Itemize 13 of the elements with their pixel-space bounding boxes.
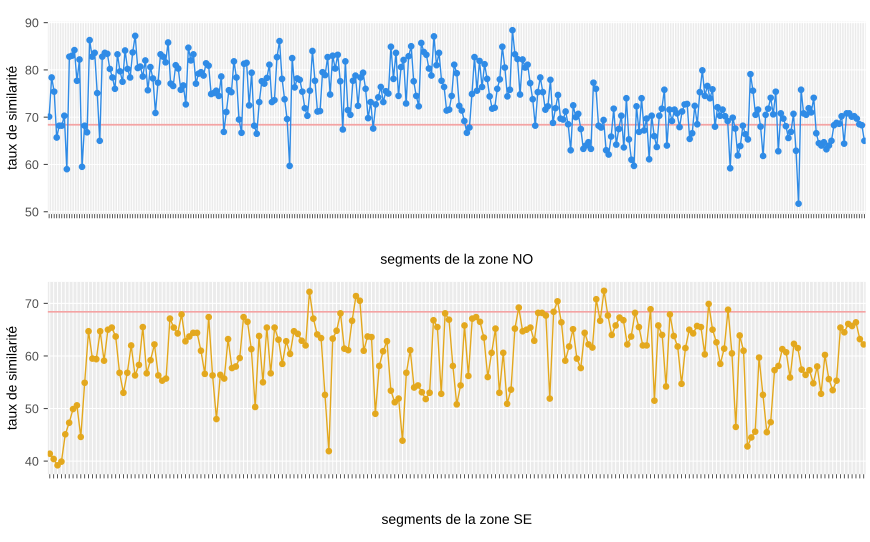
y-tick-label: 90 <box>26 18 38 28</box>
y-tick-label: 40 <box>25 456 38 466</box>
y-tick-label: 70 <box>26 112 38 122</box>
x-axis-title: segments de la zone NO <box>380 254 533 267</box>
y-tick-label: 50 <box>25 208 38 216</box>
y-tick-label: 80 <box>25 66 38 75</box>
x-axis-title: segments de la zone SE <box>382 514 532 527</box>
y-tick-label: 60 <box>26 352 38 361</box>
y-tick-label: 50 <box>25 404 38 414</box>
y-axis-title: taux de similarité <box>6 66 17 170</box>
y-tick-label: 60 <box>26 160 38 170</box>
y-axis-title: taux de similarité <box>6 326 17 430</box>
y-tick-label: 70 <box>26 299 38 308</box>
